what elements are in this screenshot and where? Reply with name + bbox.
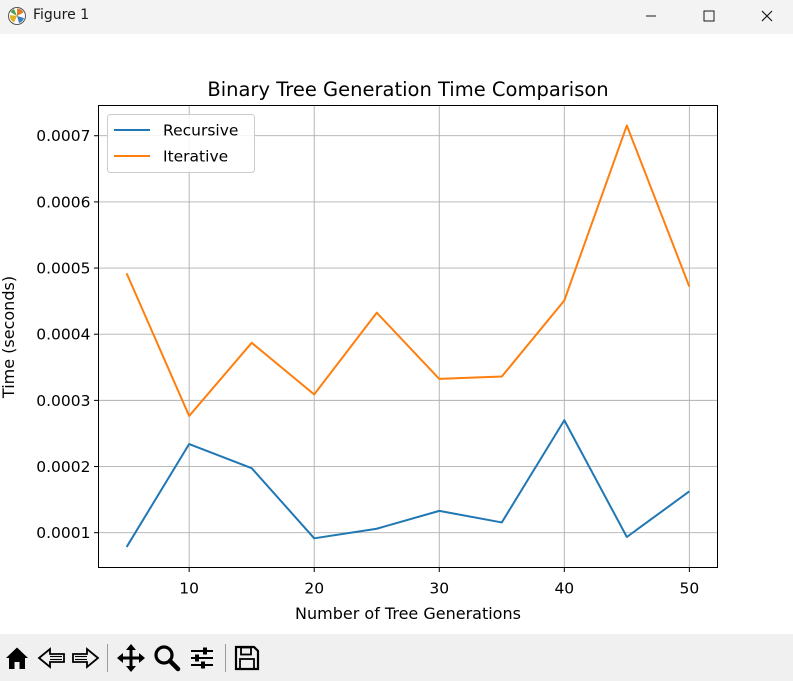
back-icon bbox=[37, 647, 65, 669]
line-chart: 10 20 30 40 50 0.0001 0.0002 0.0003 0.0004 0.0005… bbox=[0, 34, 793, 634]
y-tick-label: 0.0003 bbox=[36, 392, 90, 410]
forward-icon bbox=[72, 647, 100, 669]
close-button[interactable] bbox=[738, 0, 793, 32]
matplotlib-icon bbox=[8, 7, 26, 25]
chart-title: Binary Tree Generation Time Comparison bbox=[207, 78, 608, 101]
minimize-button[interactable] bbox=[622, 0, 680, 32]
back-button[interactable] bbox=[36, 642, 68, 674]
plot-frame bbox=[98, 105, 718, 568]
series-line-iterative bbox=[125, 124, 691, 417]
legend-label: Recursive bbox=[163, 122, 238, 140]
figure-canvas[interactable]: 10 20 30 40 50 0.0001 0.0002 0.0003 0.0004 0.0005… bbox=[0, 34, 793, 634]
pan-icon bbox=[117, 644, 145, 672]
x-tick-label: 20 bbox=[304, 580, 324, 598]
y-tick-label: 0.0004 bbox=[36, 326, 90, 344]
home-icon bbox=[6, 647, 28, 669]
toolbar-separator bbox=[107, 644, 108, 672]
forward-button[interactable] bbox=[69, 642, 101, 674]
x-tick-label: 30 bbox=[429, 580, 449, 598]
navigation-toolbar bbox=[0, 634, 793, 681]
configure-subplots-icon bbox=[191, 647, 213, 669]
toolbar-separator bbox=[225, 644, 226, 672]
y-axis-label: Time (seconds) bbox=[0, 276, 18, 399]
y-tick-label: 0.0005 bbox=[36, 260, 90, 278]
x-tick-label: 40 bbox=[554, 580, 574, 598]
configure-subplots-button[interactable] bbox=[186, 642, 218, 674]
window-title: Figure 1 bbox=[33, 7, 90, 23]
legend-label: Iterative bbox=[163, 148, 228, 166]
x-axis-label: Number of Tree Generations bbox=[295, 604, 521, 623]
y-tick-label: 0.0001 bbox=[36, 524, 90, 542]
title-bar[interactable]: Figure 1 bbox=[0, 0, 793, 34]
zoom-icon bbox=[154, 645, 181, 672]
pan-button[interactable] bbox=[115, 642, 147, 674]
home-button[interactable] bbox=[1, 642, 33, 674]
zoom-button[interactable] bbox=[151, 642, 183, 674]
minimize-icon bbox=[646, 15, 656, 17]
series-line-recursive bbox=[125, 419, 690, 548]
save-icon bbox=[234, 645, 260, 671]
y-tick-label: 0.0006 bbox=[36, 193, 90, 211]
x-tick-label: 50 bbox=[679, 580, 699, 598]
x-tick-label: 10 bbox=[179, 580, 199, 598]
y-tick-label: 0.0007 bbox=[36, 127, 90, 145]
save-button[interactable] bbox=[231, 642, 263, 674]
maximize-button[interactable] bbox=[680, 0, 738, 32]
y-tick-label: 0.0002 bbox=[36, 458, 90, 476]
maximize-icon bbox=[703, 10, 715, 22]
close-icon bbox=[761, 10, 773, 22]
